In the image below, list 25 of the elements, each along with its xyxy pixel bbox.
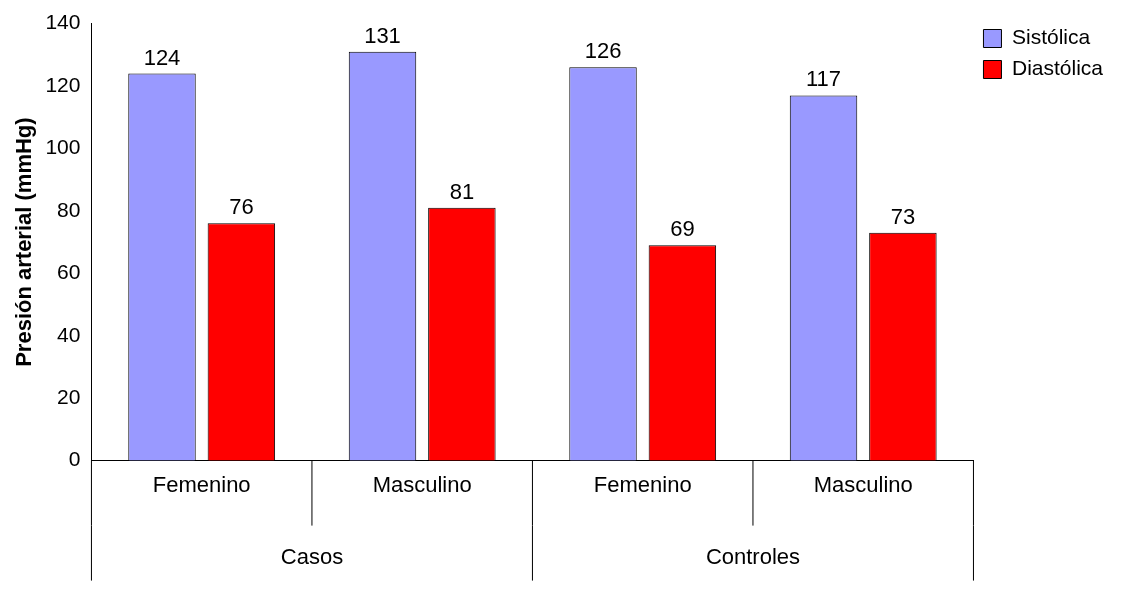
data-label: 73 (890, 203, 916, 229)
x-tick-label: Femenino (152, 471, 251, 497)
text: Controles (705, 544, 801, 570)
y-axis-title: Presión arterial (mmHg) (11, 117, 37, 367)
y-tick-label: 140 (45, 10, 81, 34)
data-label: 76 (229, 194, 254, 220)
legend-label: Sistólica (1011, 25, 1091, 49)
data-label: 117 (805, 66, 842, 92)
y-tick-label: 80 (57, 197, 81, 221)
legend-label: Diastólica (1011, 56, 1104, 80)
data-label: 126 (584, 38, 622, 64)
y-tick-label: 20 (57, 384, 81, 408)
x-tick-label: Masculino (372, 471, 472, 497)
data-label: 124 (143, 44, 181, 70)
data-label: 81 (449, 178, 475, 204)
y-tick-label: 60 (57, 260, 81, 284)
y-tick-label: 100 (45, 135, 81, 159)
y-tick-label: 40 (57, 322, 81, 346)
y-tick-label: 120 (45, 72, 81, 96)
data-label: 69 (670, 216, 695, 242)
x-tick-label: Femenino (593, 471, 692, 497)
text: Casos (280, 544, 344, 570)
data-label: 131 (364, 22, 401, 48)
x-tick-label: Masculino (813, 471, 913, 497)
y-tick-label: 0 (68, 447, 81, 471)
